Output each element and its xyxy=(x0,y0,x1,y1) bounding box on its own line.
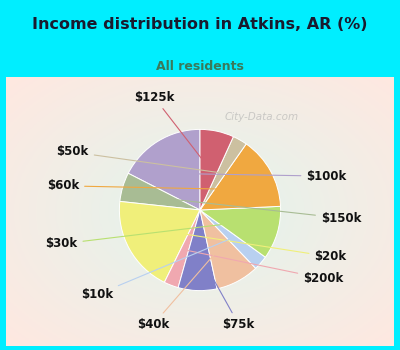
Text: $200k: $200k xyxy=(188,251,344,285)
Wedge shape xyxy=(200,206,281,257)
Wedge shape xyxy=(200,210,256,289)
Wedge shape xyxy=(200,136,246,210)
Text: $100k: $100k xyxy=(180,170,347,183)
Text: $150k: $150k xyxy=(162,198,361,225)
Wedge shape xyxy=(120,173,200,210)
Text: $10k: $10k xyxy=(81,239,230,301)
Text: $30k: $30k xyxy=(45,223,238,250)
Wedge shape xyxy=(178,210,217,290)
Text: $125k: $125k xyxy=(134,91,207,166)
Text: Income distribution in Atkins, AR (%): Income distribution in Atkins, AR (%) xyxy=(32,17,368,32)
Text: $60k: $60k xyxy=(47,179,235,192)
Text: City-Data.com: City-Data.com xyxy=(224,112,298,122)
Wedge shape xyxy=(128,130,200,210)
Wedge shape xyxy=(164,210,200,288)
Text: $50k: $50k xyxy=(56,146,218,173)
Wedge shape xyxy=(200,210,265,268)
Text: $40k: $40k xyxy=(137,250,218,331)
Wedge shape xyxy=(200,144,280,210)
Wedge shape xyxy=(200,130,233,210)
Text: All residents: All residents xyxy=(156,60,244,72)
Text: $20k: $20k xyxy=(165,231,346,263)
Wedge shape xyxy=(119,201,200,282)
Text: $75k: $75k xyxy=(200,255,255,331)
